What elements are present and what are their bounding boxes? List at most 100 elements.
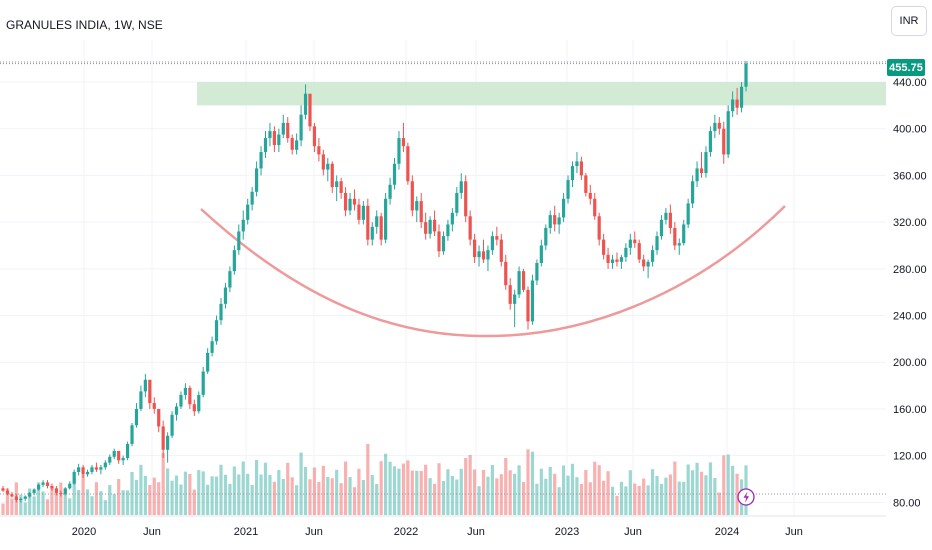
volume-bar <box>584 470 588 515</box>
candle-body <box>50 485 54 489</box>
volume-bar <box>259 474 263 515</box>
volume-bar <box>103 500 107 515</box>
candle-body <box>517 271 521 295</box>
candle-body <box>237 231 241 251</box>
candle-body <box>339 181 343 193</box>
candle-body <box>459 181 463 193</box>
candle-body <box>677 243 681 246</box>
candle-body <box>379 216 383 240</box>
candle-body <box>54 488 58 493</box>
candle-body <box>330 163 334 188</box>
candle-body <box>366 205 370 240</box>
candle-body <box>157 408 161 427</box>
volume-bar <box>704 475 708 515</box>
x-tick-label: Jun <box>143 526 161 538</box>
y-tick-label: 400.00 <box>893 124 927 136</box>
candle-body <box>691 181 695 204</box>
candle-body <box>664 212 668 220</box>
candle-body <box>615 259 619 262</box>
candle-body <box>424 222 428 234</box>
candle-body <box>659 219 664 237</box>
volume-bar <box>85 489 90 515</box>
candle-body <box>254 168 259 192</box>
candle-body <box>441 236 446 252</box>
candle-body <box>481 251 486 260</box>
candle-body <box>731 99 735 112</box>
candle-body <box>197 394 201 412</box>
volume-bar <box>579 484 583 515</box>
x-tick-label: Jun <box>624 526 642 538</box>
candle-body <box>85 471 90 475</box>
volume-bar <box>32 496 36 515</box>
volume-bar <box>352 487 357 515</box>
volume-bar <box>361 480 365 515</box>
x-tick-label: 2022 <box>394 526 418 538</box>
candle-body <box>735 99 739 108</box>
candle-body <box>352 198 357 205</box>
candle-body <box>5 490 10 495</box>
candle-body <box>77 467 81 472</box>
candle-body <box>108 456 112 463</box>
candle-body <box>695 168 699 182</box>
candle-body <box>130 425 134 444</box>
candle-body <box>148 379 152 404</box>
candle-body <box>299 114 303 141</box>
candle-body <box>326 163 330 170</box>
volume-bar <box>339 483 343 515</box>
volume-bar <box>570 463 575 515</box>
volume-bar <box>624 486 628 515</box>
volume-bar <box>664 477 668 515</box>
volume-bar <box>263 462 268 515</box>
x-tick-label: 2021 <box>234 526 258 538</box>
volume-bar <box>5 488 10 515</box>
volume-bar <box>192 489 196 515</box>
volume-bar <box>321 465 325 515</box>
candle-body <box>41 482 45 485</box>
candle-body <box>415 201 419 211</box>
candle-body <box>477 251 481 258</box>
candle-body <box>473 239 477 258</box>
candle-body <box>455 192 459 213</box>
candle-body <box>268 131 272 139</box>
volume-bar <box>610 486 615 515</box>
x-axis: 2020 Jun 2021 Jun 2022 Jun 2023 Jun 2024 Jun <box>72 526 803 538</box>
volume-bar <box>526 449 530 515</box>
candle-body <box>117 450 121 461</box>
volume-bar <box>174 475 179 515</box>
candle-body <box>450 212 454 225</box>
volume-bar <box>206 484 210 515</box>
volume-bar <box>50 486 54 515</box>
y-tick-label: 200.00 <box>893 357 927 369</box>
grid-lines <box>0 40 886 516</box>
volume-bar <box>375 484 379 515</box>
candle-body <box>348 198 352 211</box>
candle-body <box>682 224 686 244</box>
candle-body <box>633 239 637 244</box>
volume-bar <box>166 468 170 515</box>
volume-bar <box>557 487 561 515</box>
volume-bar <box>99 491 103 515</box>
candle-body <box>397 138 401 164</box>
candle-body <box>406 146 410 182</box>
volume-bar <box>437 463 441 515</box>
candle-body <box>593 198 597 217</box>
lightning-icon[interactable] <box>737 488 755 506</box>
volume-bar <box>406 460 410 515</box>
volume-bar <box>539 468 543 515</box>
candle-body <box>548 215 552 228</box>
x-tick-label: Jun <box>467 526 485 538</box>
candle-body <box>223 287 228 304</box>
volume-bar <box>237 474 241 515</box>
candle-body <box>232 250 236 272</box>
y-tick-label: 320.00 <box>893 217 927 229</box>
candle-body <box>384 198 388 240</box>
candle-body <box>668 212 672 228</box>
currency-button[interactable]: INR <box>891 6 927 36</box>
candle-body <box>495 236 499 240</box>
volume-bar <box>517 465 521 515</box>
volume-bar <box>370 475 374 515</box>
volume-bar <box>513 473 517 515</box>
volume-bar <box>633 483 637 515</box>
volume-bar <box>268 475 272 515</box>
